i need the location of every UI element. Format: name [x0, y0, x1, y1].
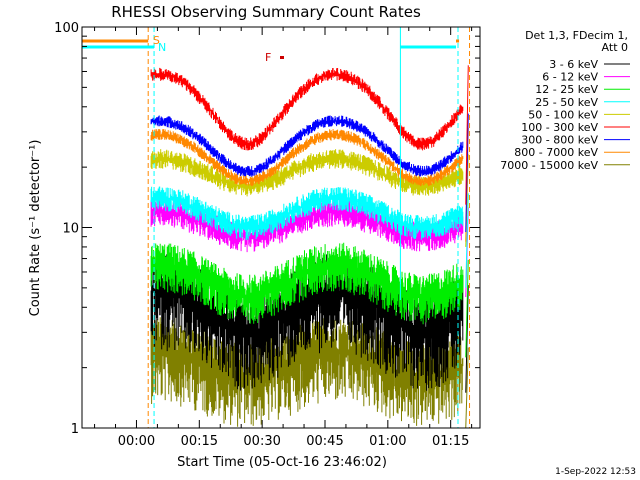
legend-header: Det 1,3, FDecim 1, — [525, 29, 628, 42]
legend-entry-label: 7000 - 15000 keV — [500, 159, 598, 172]
legend-entry-label: 50 - 100 keV — [528, 108, 598, 121]
series-trace — [150, 113, 469, 232]
legend-entry-label: 12 - 25 keV — [535, 83, 598, 96]
flare-marker — [280, 56, 284, 59]
saa-label: S — [153, 34, 160, 47]
flare-label: F — [265, 51, 271, 64]
x-axis-label: Start Time (05-Oct-16 23:46:02) — [177, 455, 387, 470]
series-trace — [150, 186, 469, 288]
legend-entry-label: 300 - 800 keV — [521, 134, 598, 147]
legend-entry-label: 3 - 6 keV — [549, 58, 598, 71]
y-tick-label: 100 — [54, 21, 79, 36]
series-trace — [150, 242, 469, 358]
y-tick-label: 10 — [62, 222, 79, 237]
y-tick-label: 1 — [71, 422, 79, 437]
annotation-layer: SN F — [82, 27, 471, 428]
data-layer — [150, 65, 469, 429]
series-trace — [150, 254, 469, 393]
series-100-300-kev — [150, 65, 469, 205]
x-tick-label: 01:00 — [369, 434, 406, 449]
ticks-layer: 00:00 00:15 00:30 00:45 01:00 01:15 1 10 100 — [54, 21, 480, 449]
series-25-50-kev — [150, 186, 469, 288]
legend-entry-label: 800 - 7000 keV — [514, 146, 598, 159]
legend-entry-label: 25 - 50 keV — [535, 96, 598, 109]
x-tick-label: 00:15 — [181, 434, 218, 449]
x-tick-label: 00:00 — [118, 434, 155, 449]
night-label: N — [158, 41, 166, 54]
series-300-800-kev — [150, 113, 469, 232]
series-trace — [150, 65, 469, 205]
x-tick-label: 00:30 — [243, 434, 280, 449]
series-12-25-kev — [150, 242, 469, 358]
series-800-7000-kev — [150, 127, 469, 242]
x-tick-label: 01:15 — [432, 434, 469, 449]
series-trace — [150, 127, 469, 242]
legend-entry-label: 6 - 12 keV — [542, 71, 598, 84]
series-3-6-kev — [150, 254, 469, 393]
series-50-100-kev — [150, 149, 469, 247]
chart-title: RHESSI Observing Summary Count Rates — [111, 3, 421, 21]
legend-entry-label: 100 - 300 keV — [521, 121, 598, 134]
x-tick-label: 00:45 — [306, 434, 343, 449]
series-trace — [150, 149, 469, 247]
legend-header: Att 0 — [602, 41, 628, 54]
y-axis-label: Count Rate (s⁻¹ detector⁻¹) — [28, 140, 43, 317]
footer-timestamp: 1-Sep-2022 12:53 — [555, 467, 636, 477]
